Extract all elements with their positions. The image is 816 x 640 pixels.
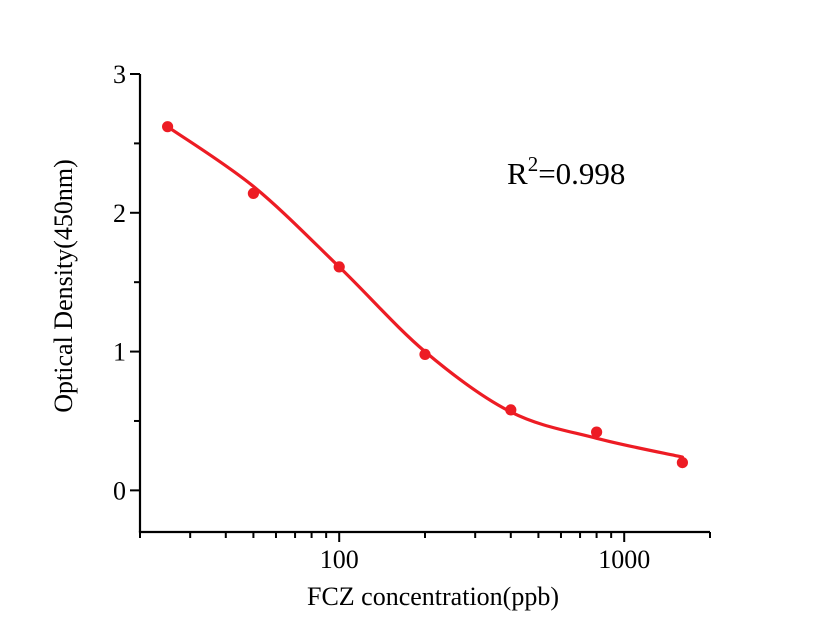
y-axis-title: Optical Density(450nm) [49, 159, 78, 413]
data-point [676, 457, 689, 469]
x-axis-title: FCZ concentration(ppb) [307, 582, 559, 611]
r-squared-exponent: 2 [527, 152, 539, 176]
r-squared-value: =0.998 [538, 156, 626, 191]
data-point [591, 426, 603, 438]
y-tick-label: 3 [113, 60, 126, 89]
y-tick-label: 0 [113, 476, 126, 505]
data-point [162, 121, 174, 133]
data-point [419, 348, 431, 360]
r-squared-annotation: R2=0.998 [507, 152, 626, 192]
y-tick-label: 2 [113, 199, 126, 228]
x-tick-label: 1000 [598, 545, 650, 574]
y-tick-label: 1 [113, 338, 126, 367]
data-point [247, 187, 259, 199]
x-tick-label: 100 [320, 545, 359, 574]
data-point [505, 404, 517, 416]
data-point [333, 261, 345, 273]
r-squared-base: R [507, 156, 528, 191]
